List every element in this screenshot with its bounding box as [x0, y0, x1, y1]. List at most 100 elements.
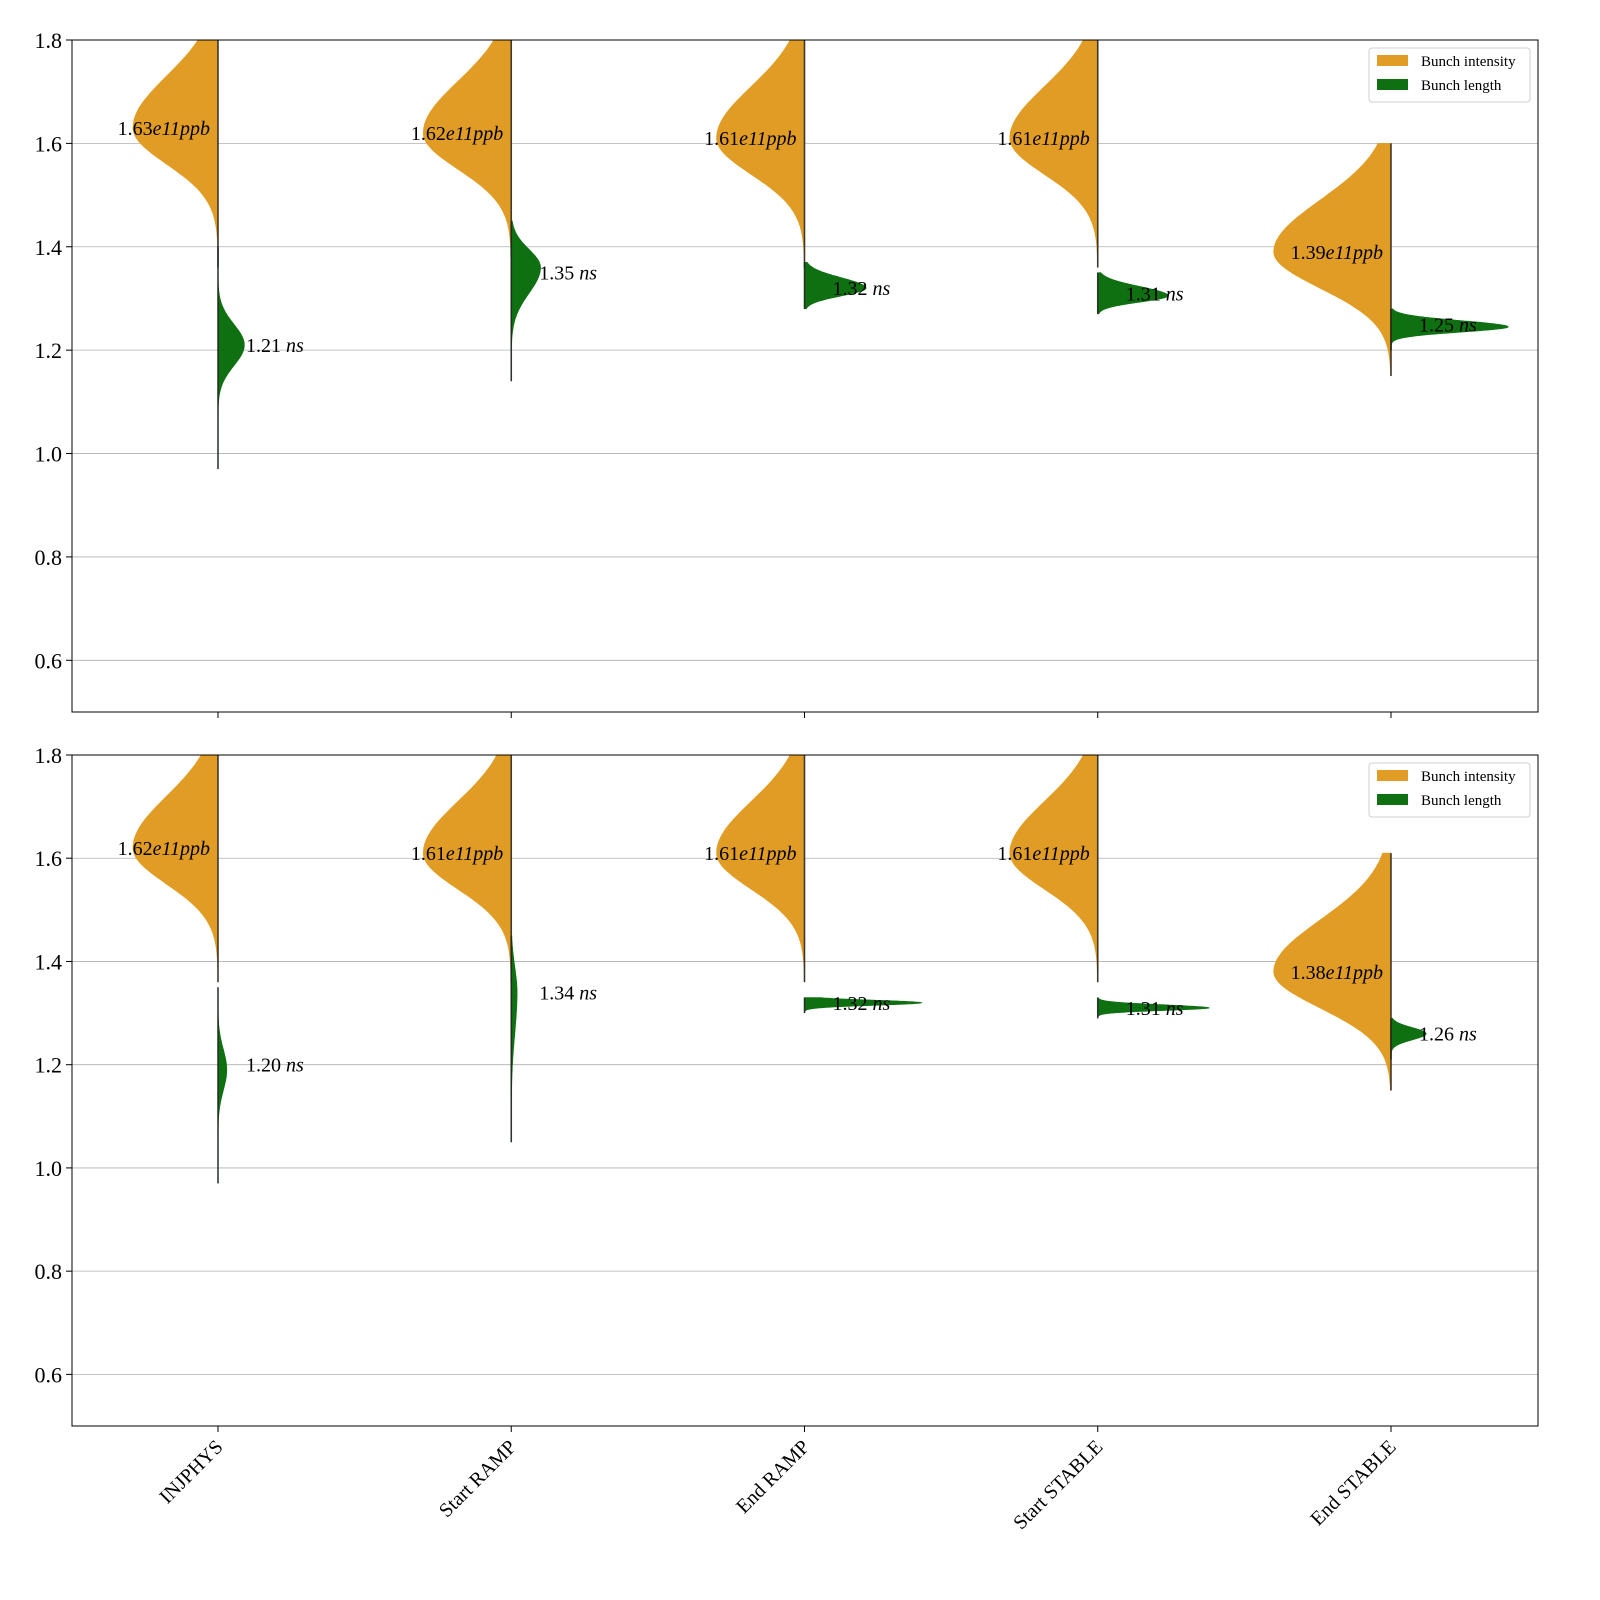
length-label: 1.35 ns	[539, 263, 597, 285]
y-tick-label: 0.6	[35, 1362, 63, 1387]
intensity-violin	[132, 40, 219, 268]
intensity-unit: e11ppb	[153, 118, 210, 140]
length-label: 1.21 ns	[246, 335, 304, 357]
intensity-value: 1.61	[411, 843, 446, 865]
length-label: 1.20 ns	[246, 1055, 304, 1077]
x-tick-label: Start STABLE	[1009, 1436, 1107, 1534]
intensity-violin	[1009, 755, 1099, 983]
intensity-unit: e11ppb	[739, 843, 796, 865]
length-unit: ns	[1166, 283, 1184, 305]
x-tick-label: End RAMP	[732, 1436, 814, 1518]
length-unit: ns	[873, 993, 891, 1015]
intensity-value: 1.62	[118, 838, 153, 860]
length-unit: ns	[1459, 1024, 1477, 1046]
legend-label: Bunch intensity	[1421, 54, 1516, 70]
legend: Bunch intensity Bunch length	[1368, 762, 1531, 818]
y-tick-label: 0.8	[35, 545, 63, 570]
legend-box	[1368, 47, 1531, 103]
y-tick-label: 1.0	[35, 1156, 63, 1181]
intensity-value: 1.38	[1291, 962, 1326, 984]
legend-label: Bunch length	[1421, 78, 1502, 94]
length-unit: ns	[1166, 998, 1184, 1020]
legend-swatch-intensity	[1377, 770, 1408, 781]
intensity-unit: e11ppb	[1032, 843, 1089, 865]
intensity-label: 1.61e11ppb	[704, 843, 796, 865]
intensity-unit: e11ppb	[739, 128, 796, 150]
intensity-value: 1.61	[704, 128, 739, 150]
length-violin	[1097, 272, 1169, 315]
panel-2: 0.60.81.01.21.41.61.81.62e11ppb 1.61e11pp…	[35, 743, 1539, 1534]
intensity-value: 1.62	[411, 123, 446, 145]
legend: Bunch intensity Bunch length	[1368, 47, 1531, 103]
length-unit: ns	[873, 278, 891, 300]
y-tick-label: 0.8	[35, 1259, 63, 1284]
length-value: 1.31	[1126, 283, 1161, 305]
legend-label: Bunch length	[1421, 793, 1502, 809]
length-value: 1.31	[1126, 998, 1161, 1020]
length-label: 1.34 ns	[539, 982, 597, 1004]
length-label: 1.32 ns	[833, 993, 891, 1015]
length-violin	[217, 987, 228, 1184]
intensity-label: 1.62e11ppb	[118, 838, 210, 860]
length-value: 1.25	[1419, 314, 1454, 336]
length-unit: ns	[286, 1055, 304, 1077]
length-label: 1.25 ns	[1419, 314, 1477, 336]
legend-swatch-length	[1377, 794, 1408, 805]
y-tick-label: 1.2	[35, 1053, 63, 1078]
length-value: 1.32	[833, 278, 868, 300]
length-violin	[510, 220, 541, 382]
violins	[132, 40, 1509, 470]
length-label: 1.32 ns	[833, 278, 891, 300]
length-value: 1.21	[246, 335, 281, 357]
intensity-unit: e11ppb	[153, 838, 210, 860]
length-value: 1.35	[539, 263, 574, 285]
intensity-value: 1.39	[1291, 242, 1326, 264]
length-violin	[804, 997, 923, 1014]
x-tick-label: Start RAMP	[435, 1436, 521, 1522]
intensity-label: 1.61e11ppb	[704, 128, 796, 150]
y-tick-label: 1.2	[35, 338, 63, 363]
length-unit: ns	[286, 335, 304, 357]
intensity-label: 1.61e11ppb	[997, 843, 1089, 865]
intensity-label: 1.61e11ppb	[411, 843, 503, 865]
intensity-unit: e11ppb	[446, 123, 503, 145]
intensity-violin	[1273, 852, 1392, 1091]
intensity-unit: e11ppb	[1326, 962, 1383, 984]
length-label: 1.26 ns	[1419, 1024, 1477, 1046]
intensity-unit: e11ppb	[1032, 128, 1089, 150]
legend-swatch-length	[1377, 79, 1408, 90]
y-tick-label: 1.0	[35, 442, 63, 467]
intensity-violin	[132, 755, 219, 983]
intensity-label: 1.38e11ppb	[1291, 962, 1383, 984]
intensity-value: 1.61	[997, 128, 1032, 150]
intensity-violin	[423, 755, 512, 983]
intensity-label: 1.61e11ppb	[997, 128, 1089, 150]
length-value: 1.34	[539, 982, 574, 1004]
panel-1: 0.60.81.01.21.41.61.81.63e11ppb 1.62e11pp…	[35, 28, 1539, 718]
intensity-violin	[1009, 40, 1099, 268]
y-tick-label: 1.4	[35, 949, 63, 974]
legend-box	[1368, 762, 1531, 818]
intensity-label: 1.39e11ppb	[1291, 242, 1383, 264]
length-value: 1.32	[833, 993, 868, 1015]
intensity-value: 1.63	[118, 118, 153, 140]
length-unit: ns	[579, 982, 597, 1004]
length-violin	[804, 261, 867, 310]
length-value: 1.20	[246, 1055, 281, 1077]
length-violin	[1097, 997, 1210, 1019]
intensity-violin	[1273, 143, 1392, 377]
intensity-unit: e11ppb	[446, 843, 503, 865]
intensity-value: 1.61	[704, 843, 739, 865]
intensity-violin	[716, 40, 805, 268]
length-unit: ns	[579, 263, 597, 285]
y-tick-label: 1.4	[35, 235, 63, 260]
intensity-value: 1.61	[997, 843, 1032, 865]
legend-label: Bunch intensity	[1421, 769, 1516, 785]
length-unit: ns	[1459, 314, 1477, 336]
violins	[132, 755, 1427, 1184]
length-violin	[217, 246, 245, 470]
y-tick-label: 1.8	[35, 28, 63, 53]
y-tick-label: 1.6	[35, 846, 63, 871]
intensity-violin	[716, 755, 805, 983]
